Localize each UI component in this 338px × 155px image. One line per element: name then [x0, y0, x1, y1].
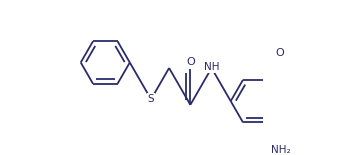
Text: S: S — [148, 94, 154, 104]
Text: NH: NH — [204, 62, 219, 72]
Text: O: O — [186, 57, 195, 67]
Text: O: O — [276, 48, 285, 58]
Text: NH₂: NH₂ — [271, 145, 290, 155]
